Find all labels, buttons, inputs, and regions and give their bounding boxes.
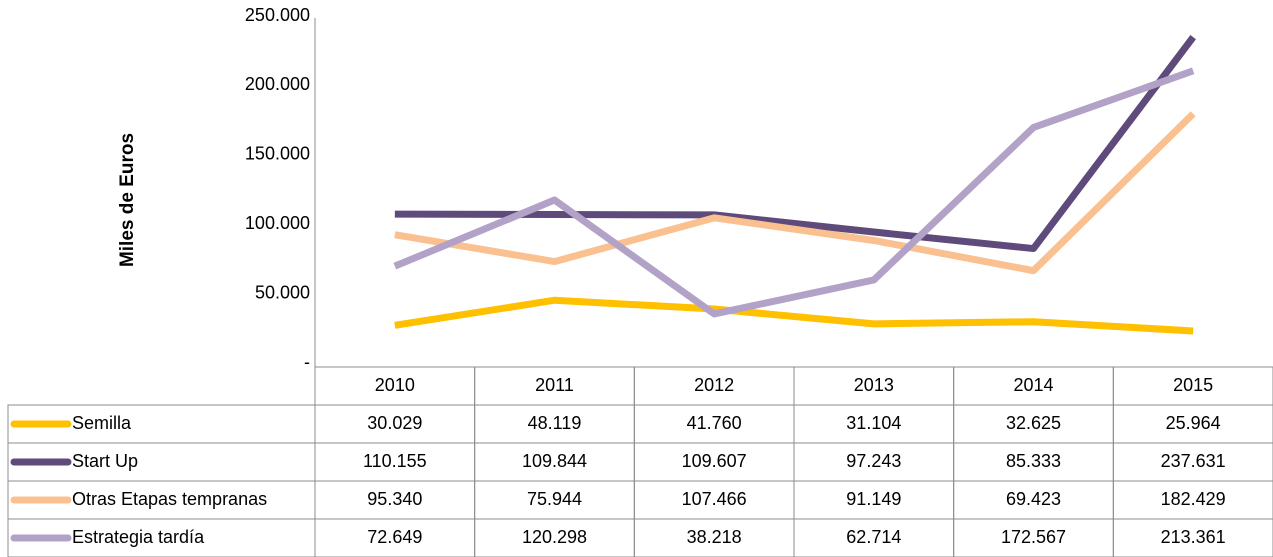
data-label: 31.104 xyxy=(846,413,901,433)
data-label: 95.340 xyxy=(367,489,422,509)
data-label: 237.631 xyxy=(1161,451,1226,471)
data-label: 107.466 xyxy=(682,489,747,509)
data-label: 69.423 xyxy=(1006,489,1061,509)
data-label: 62.714 xyxy=(846,527,901,547)
x-tick-label: 2010 xyxy=(375,375,415,395)
data-label: 38.218 xyxy=(687,527,742,547)
x-tick-label: 2014 xyxy=(1013,375,1053,395)
legend-label: Otras Etapas tempranas xyxy=(72,489,267,509)
y-axis-title: Miles de Euros xyxy=(117,133,138,267)
x-tick-label: 2015 xyxy=(1173,375,1213,395)
data-label: 91.149 xyxy=(846,489,901,509)
data-label: 75.944 xyxy=(527,489,582,509)
data-label: 172.567 xyxy=(1001,527,1066,547)
data-label: 32.625 xyxy=(1006,413,1061,433)
legend-label: Start Up xyxy=(72,451,138,471)
data-label: 213.361 xyxy=(1161,527,1226,547)
y-tick-label: 250.000 xyxy=(245,5,310,25)
y-tick-label: 50.000 xyxy=(255,282,310,302)
data-label: 41.760 xyxy=(687,413,742,433)
series-line xyxy=(394,111,1196,275)
x-tick-label: 2011 xyxy=(535,375,574,395)
x-tick-label: 2013 xyxy=(854,375,894,395)
y-tick-label: 100.000 xyxy=(245,213,310,233)
x-tick-label: 2012 xyxy=(694,375,734,395)
data-label: 109.607 xyxy=(682,451,747,471)
data-label: 30.029 xyxy=(367,413,422,433)
table-cell xyxy=(1112,518,1273,557)
data-label: 48.119 xyxy=(528,413,582,433)
legend-label: Semilla xyxy=(72,413,132,433)
y-tick-label: 150.000 xyxy=(245,144,310,164)
data-label: 109.844 xyxy=(522,451,587,471)
series-line xyxy=(393,67,1195,318)
data-label: 182.429 xyxy=(1161,489,1226,509)
y-tick-label: - xyxy=(304,352,310,372)
data-label: 110.155 xyxy=(363,451,427,471)
y-tick-label: 200.000 xyxy=(245,74,310,94)
data-label: 85.333 xyxy=(1006,451,1061,471)
data-label: 97.243 xyxy=(846,451,901,471)
legend-label: Estrategia tardía xyxy=(72,527,205,547)
data-label: 25.964 xyxy=(1166,413,1221,433)
data-label: 72.649 xyxy=(367,527,422,547)
data-label: 120.298 xyxy=(522,527,587,547)
series-line xyxy=(394,296,1194,335)
